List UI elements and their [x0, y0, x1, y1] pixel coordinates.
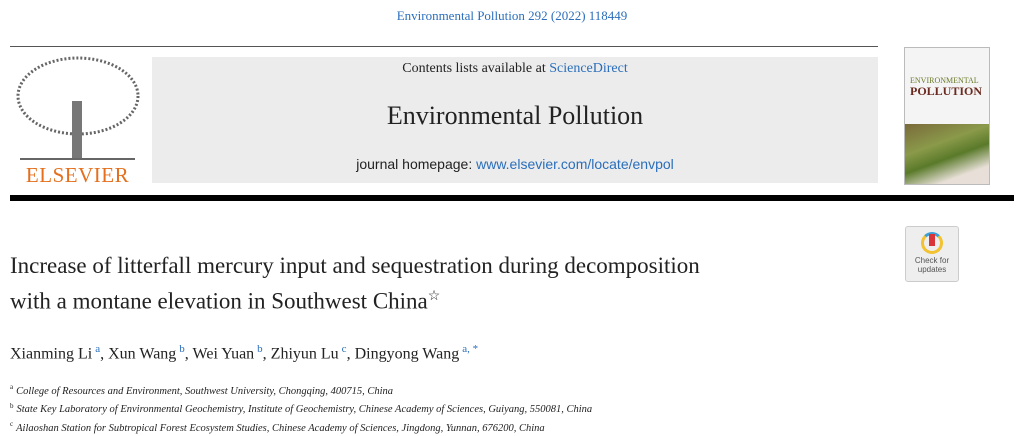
check-label-2: updates — [917, 265, 947, 274]
author-affiliation-link[interactable]: b — [257, 343, 263, 355]
author-list: Xianming Li a, Xun Wang b, Wei Yuan b, Zhiy… — [10, 343, 479, 363]
author[interactable]: Xun Wang — [108, 345, 177, 363]
author-affiliation-link[interactable]: b — [179, 343, 185, 355]
author[interactable]: Xianming Li — [10, 345, 93, 363]
author[interactable]: Dingyong Wang — [354, 345, 460, 363]
affiliation: c Ailaoshan Station for Subtropical Fores… — [10, 417, 592, 436]
title-line-2: with a montane elevation in Southwest Ch… — [10, 288, 428, 314]
cover-title-1: ENVIRONMENTAL — [910, 76, 979, 85]
article-title: Increase of litterfall mercury input and… — [10, 250, 700, 317]
header-bar — [10, 195, 1014, 201]
cover-image — [905, 124, 989, 184]
cover-title-2: POLLUTION — [910, 84, 983, 98]
crossmark-icon — [921, 232, 943, 254]
journal-citation[interactable]: Environmental Pollution 292 (2022) 11844… — [396, 8, 628, 23]
author[interactable]: Wei Yuan — [192, 345, 255, 363]
title-footnote-link[interactable]: ☆ — [427, 289, 441, 304]
affiliation-text: College of Resources and Environment, So… — [16, 385, 394, 397]
contents-text: Contents lists available at — [402, 61, 550, 76]
author-affiliation-link[interactable]: a — [95, 343, 101, 355]
divider — [10, 46, 878, 47]
affiliation-text: State Key Laboratory of Environmental Ge… — [16, 404, 593, 415]
affiliation: a College of Resources and Environment, S… — [10, 380, 592, 399]
affiliation: b State Key Laboratory of Environmental G… — [10, 399, 592, 418]
check-for-updates-button[interactable]: Check for updates — [905, 226, 959, 282]
affiliation-text: Ailaoshan Station for Subtropical Forest… — [16, 422, 545, 434]
homepage-link[interactable]: www.elsevier.com/locate/envpol — [476, 156, 674, 172]
title-line-1: Increase of litterfall mercury input and… — [10, 253, 700, 278]
journal-masthead: Contents lists available at ScienceDirec… — [152, 57, 878, 183]
check-label-1: Check for — [914, 256, 950, 265]
elsevier-logo[interactable]: ELSEVIER — [10, 56, 145, 188]
affiliation-key: b — [10, 401, 14, 410]
author[interactable]: Zhiyun Lu — [270, 345, 339, 363]
author-affiliation-link[interactable]: c — [341, 343, 347, 355]
affiliation-key: c — [10, 420, 14, 428]
affiliation-list: a College of Resources and Environment, S… — [10, 380, 592, 436]
homepage-label: journal homepage: — [356, 156, 477, 172]
journal-name: Environmental Pollution — [386, 101, 644, 130]
tree-logo-icon — [16, 56, 140, 160]
journal-cover[interactable]: ENVIRONMENTAL POLLUTION — [904, 47, 990, 185]
author-affiliation-link[interactable]: a, * — [462, 343, 479, 355]
affiliation-key: a — [10, 383, 14, 391]
publisher-name: ELSEVIER — [25, 163, 130, 187]
sciencedirect-link[interactable]: ScienceDirect — [549, 61, 628, 76]
